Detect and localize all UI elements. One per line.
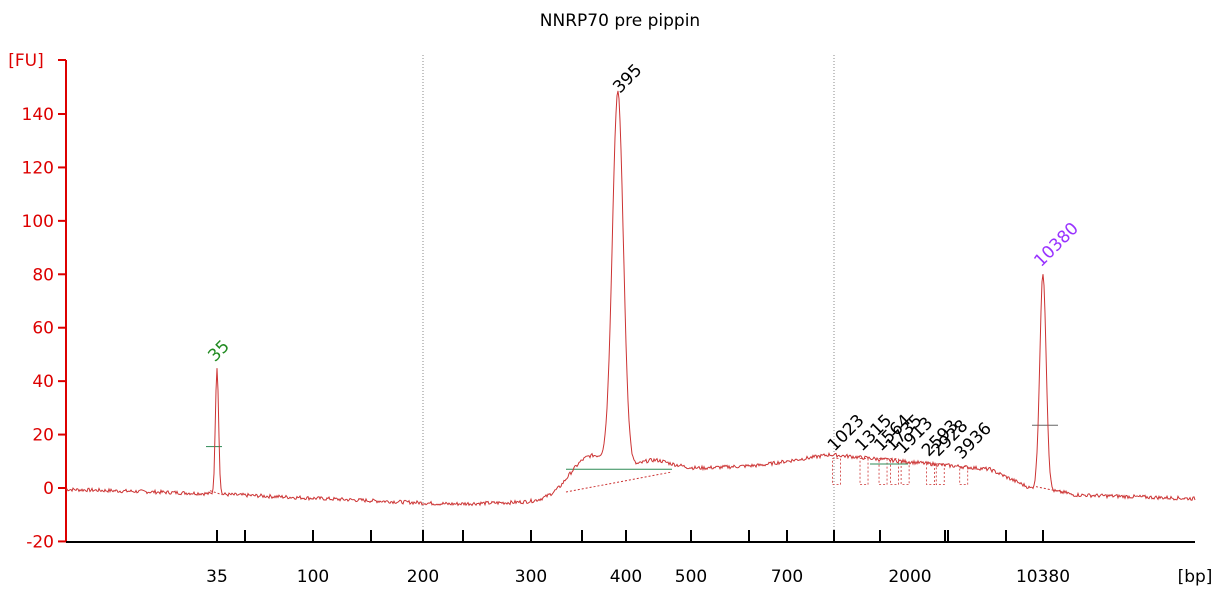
x-tick-label-500: 500: [675, 567, 707, 587]
peak-region-1564: [878, 458, 888, 486]
x-tick-label-35: 35: [206, 567, 228, 587]
x-axis-label: [bp]: [1178, 567, 1213, 587]
y-tick-label-0: 0: [43, 479, 54, 499]
y-tick-label-40: 40: [32, 372, 54, 392]
x-tick-label-200: 200: [407, 567, 439, 587]
peak-region-1735: [890, 458, 899, 486]
x-tick-label-700: 700: [771, 567, 803, 587]
y-tick-label-60: 60: [32, 319, 54, 339]
axes: -20 0 20 40 60 80 100 120 140 35 100 200 300 400 500 70…: [22, 59, 1195, 587]
y-tick-label-140: 140: [22, 105, 54, 125]
peak-region-1023: [832, 458, 841, 486]
y-tick-label-100: 100: [22, 212, 54, 232]
x-tick-label-10380: 10380: [1016, 567, 1070, 587]
peak-labels: 3539510231315156417351913259329283936103…: [204, 60, 1082, 463]
peak-region-2593: [926, 463, 936, 486]
peak-label-395: 395: [609, 60, 646, 97]
peak-395-baseline: [565, 471, 673, 493]
y-axis-label: [FU]: [8, 51, 44, 71]
y-tick-label-120: 120: [22, 158, 54, 178]
peak-region-1913: [900, 460, 910, 486]
y-tick-label-20: 20: [32, 426, 54, 446]
trace: [65, 90, 1196, 507]
peak-region-2928: [935, 463, 945, 486]
y-tick-label-80: 80: [32, 265, 54, 285]
peak-label-35: 35: [204, 337, 233, 366]
x-tick-label-300: 300: [515, 567, 547, 587]
x-tick-label-2000: 2000: [888, 567, 931, 587]
chart-title: NNRP70 pre pippin: [540, 11, 700, 31]
y-tick-label--20: -20: [26, 532, 54, 552]
gridlines: [422, 55, 835, 542]
peak-10380-baseline: [1035, 486, 1063, 493]
x-tick-label-100: 100: [297, 567, 329, 587]
peak-region-3936: [959, 466, 969, 486]
electropherogram-trace: [65, 90, 1196, 507]
peak-region-1315: [859, 458, 869, 486]
peak-label-10380: 10380: [1030, 219, 1082, 271]
x-tick-label-400: 400: [610, 567, 642, 587]
